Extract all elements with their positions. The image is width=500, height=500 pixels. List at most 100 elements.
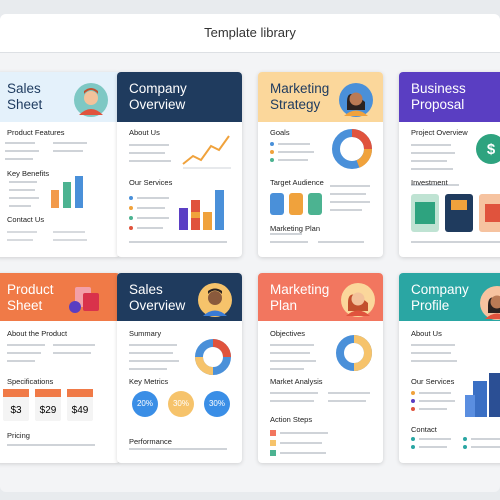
donut-chart-icon <box>336 335 372 371</box>
bar-chart-icon-part <box>179 208 188 230</box>
card-title: Marketing Strategy <box>270 81 330 112</box>
card-header: Business Proposal <box>399 72 500 122</box>
bullets-part <box>270 142 274 146</box>
window-title: Template library <box>204 25 296 40</box>
template-card[interactable]: Marketing Strategy Goals Target Audience… <box>258 72 383 257</box>
section-label: Market Analysis <box>270 377 323 386</box>
title-bar: Template library <box>0 14 500 53</box>
section-label: Contact <box>411 425 437 434</box>
text-lines <box>270 344 316 370</box>
section-label: About Us <box>411 329 442 338</box>
card-title: Sales Overview <box>129 282 186 313</box>
section-label: Objectives <box>270 329 306 338</box>
avatar-part <box>349 92 363 106</box>
bar-chart-icon-part <box>191 212 200 218</box>
audience-icons-part <box>270 193 284 215</box>
bullets-part <box>270 150 274 154</box>
bar-chart-icon-part <box>75 176 83 208</box>
donut-chart-icon-part <box>195 356 214 375</box>
card-title: Marketing Plan <box>270 282 330 313</box>
avatar <box>339 83 373 117</box>
metric-circles <box>132 391 230 417</box>
bar-chart-icon <box>179 190 224 230</box>
donut-chart-icon-part <box>353 335 372 371</box>
section-label: Product Features <box>7 128 65 137</box>
checkboxes-part <box>270 450 276 456</box>
price-boxes-part <box>3 389 29 397</box>
bullets-part <box>463 437 467 441</box>
price: $49 <box>71 405 89 416</box>
avatar-part <box>84 91 98 105</box>
bullets-part <box>270 158 274 162</box>
section-label: Project Overview <box>411 128 468 137</box>
metric-circles-part <box>204 391 230 417</box>
donut-chart-icon <box>195 339 231 375</box>
avatar-part <box>208 291 222 305</box>
card-title: Company Overview <box>129 81 187 112</box>
card-graphics: $ <box>399 72 500 243</box>
section-label: About the Product <box>7 329 68 338</box>
card-header: Company Profile <box>399 273 500 323</box>
section-label: Marketing Plan <box>270 224 321 233</box>
section-label: Performance <box>129 437 172 446</box>
avatar-part <box>203 310 227 316</box>
checkboxes-part <box>270 430 276 436</box>
card-graphics-part <box>399 72 500 122</box>
card-graphics <box>258 273 383 456</box>
section-label: Goals <box>270 128 290 137</box>
template-card[interactable]: Company Overview About Us Our Services <box>117 72 242 257</box>
metric-circles-part <box>168 391 194 417</box>
bar-chart-icon-part <box>203 212 212 230</box>
template-card[interactable]: Product Sheet About the Product Specific… <box>0 273 120 463</box>
avatar <box>74 83 108 117</box>
card-graphics <box>258 72 383 243</box>
bullets-part <box>411 445 415 449</box>
building-icon-part <box>465 395 475 417</box>
template-card[interactable]: Company Profile About Us Our Services Co… <box>399 273 500 463</box>
text-lines <box>411 144 455 170</box>
template-card[interactable]: Sales Sheet Product Features Key Benefit… <box>0 72 120 257</box>
line-chart-icon <box>182 135 230 165</box>
metric-value: 30% <box>172 399 189 408</box>
building-icon-part <box>489 373 500 417</box>
avatar-part <box>490 295 500 309</box>
text-lines <box>419 392 455 410</box>
audience-icons-part <box>308 193 322 215</box>
shapes-icon-part <box>69 301 81 313</box>
building-icon-part <box>473 381 487 417</box>
metric-value: 20% <box>136 399 153 408</box>
metric-value: 30% <box>208 399 225 408</box>
bullets-part <box>411 407 415 411</box>
section-label: About Us <box>129 128 160 137</box>
bullets-part <box>129 206 133 210</box>
shapes-icon <box>69 287 99 313</box>
avatar <box>341 283 375 317</box>
avatar-part <box>485 313 500 319</box>
section-label: Key Benefits <box>7 169 50 178</box>
text-lines <box>7 231 87 241</box>
price-boxes-part <box>35 389 61 397</box>
avatar-part <box>208 288 222 294</box>
money-icon-part <box>476 134 500 164</box>
text-lines <box>411 344 457 362</box>
bullets-part <box>129 216 133 220</box>
avatar-part <box>346 310 370 316</box>
bullets-part <box>411 437 415 441</box>
bar-chart-icon <box>51 176 83 208</box>
text-lines <box>270 392 370 402</box>
checkboxes <box>270 430 276 456</box>
text-lines <box>278 143 314 161</box>
template-card[interactable]: Sales Overview Summary Key Metrics Perfo… <box>117 273 242 463</box>
section-label: Action Steps <box>270 415 313 424</box>
avatar-part <box>351 292 365 306</box>
section-label: Our Services <box>411 377 455 386</box>
card-header: Sales Overview <box>117 273 242 323</box>
bullets-part <box>411 399 415 403</box>
card-graphics <box>0 273 120 446</box>
text-lines <box>7 344 95 362</box>
card-title: Sales Sheet <box>7 81 43 112</box>
template-card[interactable]: $ Business Proposal Project Overview Inv… <box>399 72 500 257</box>
template-card[interactable]: Marketing Plan Objectives Market Analysi… <box>258 273 383 463</box>
card-header: Product Sheet <box>0 273 120 323</box>
card-title: Business Proposal <box>411 81 466 112</box>
